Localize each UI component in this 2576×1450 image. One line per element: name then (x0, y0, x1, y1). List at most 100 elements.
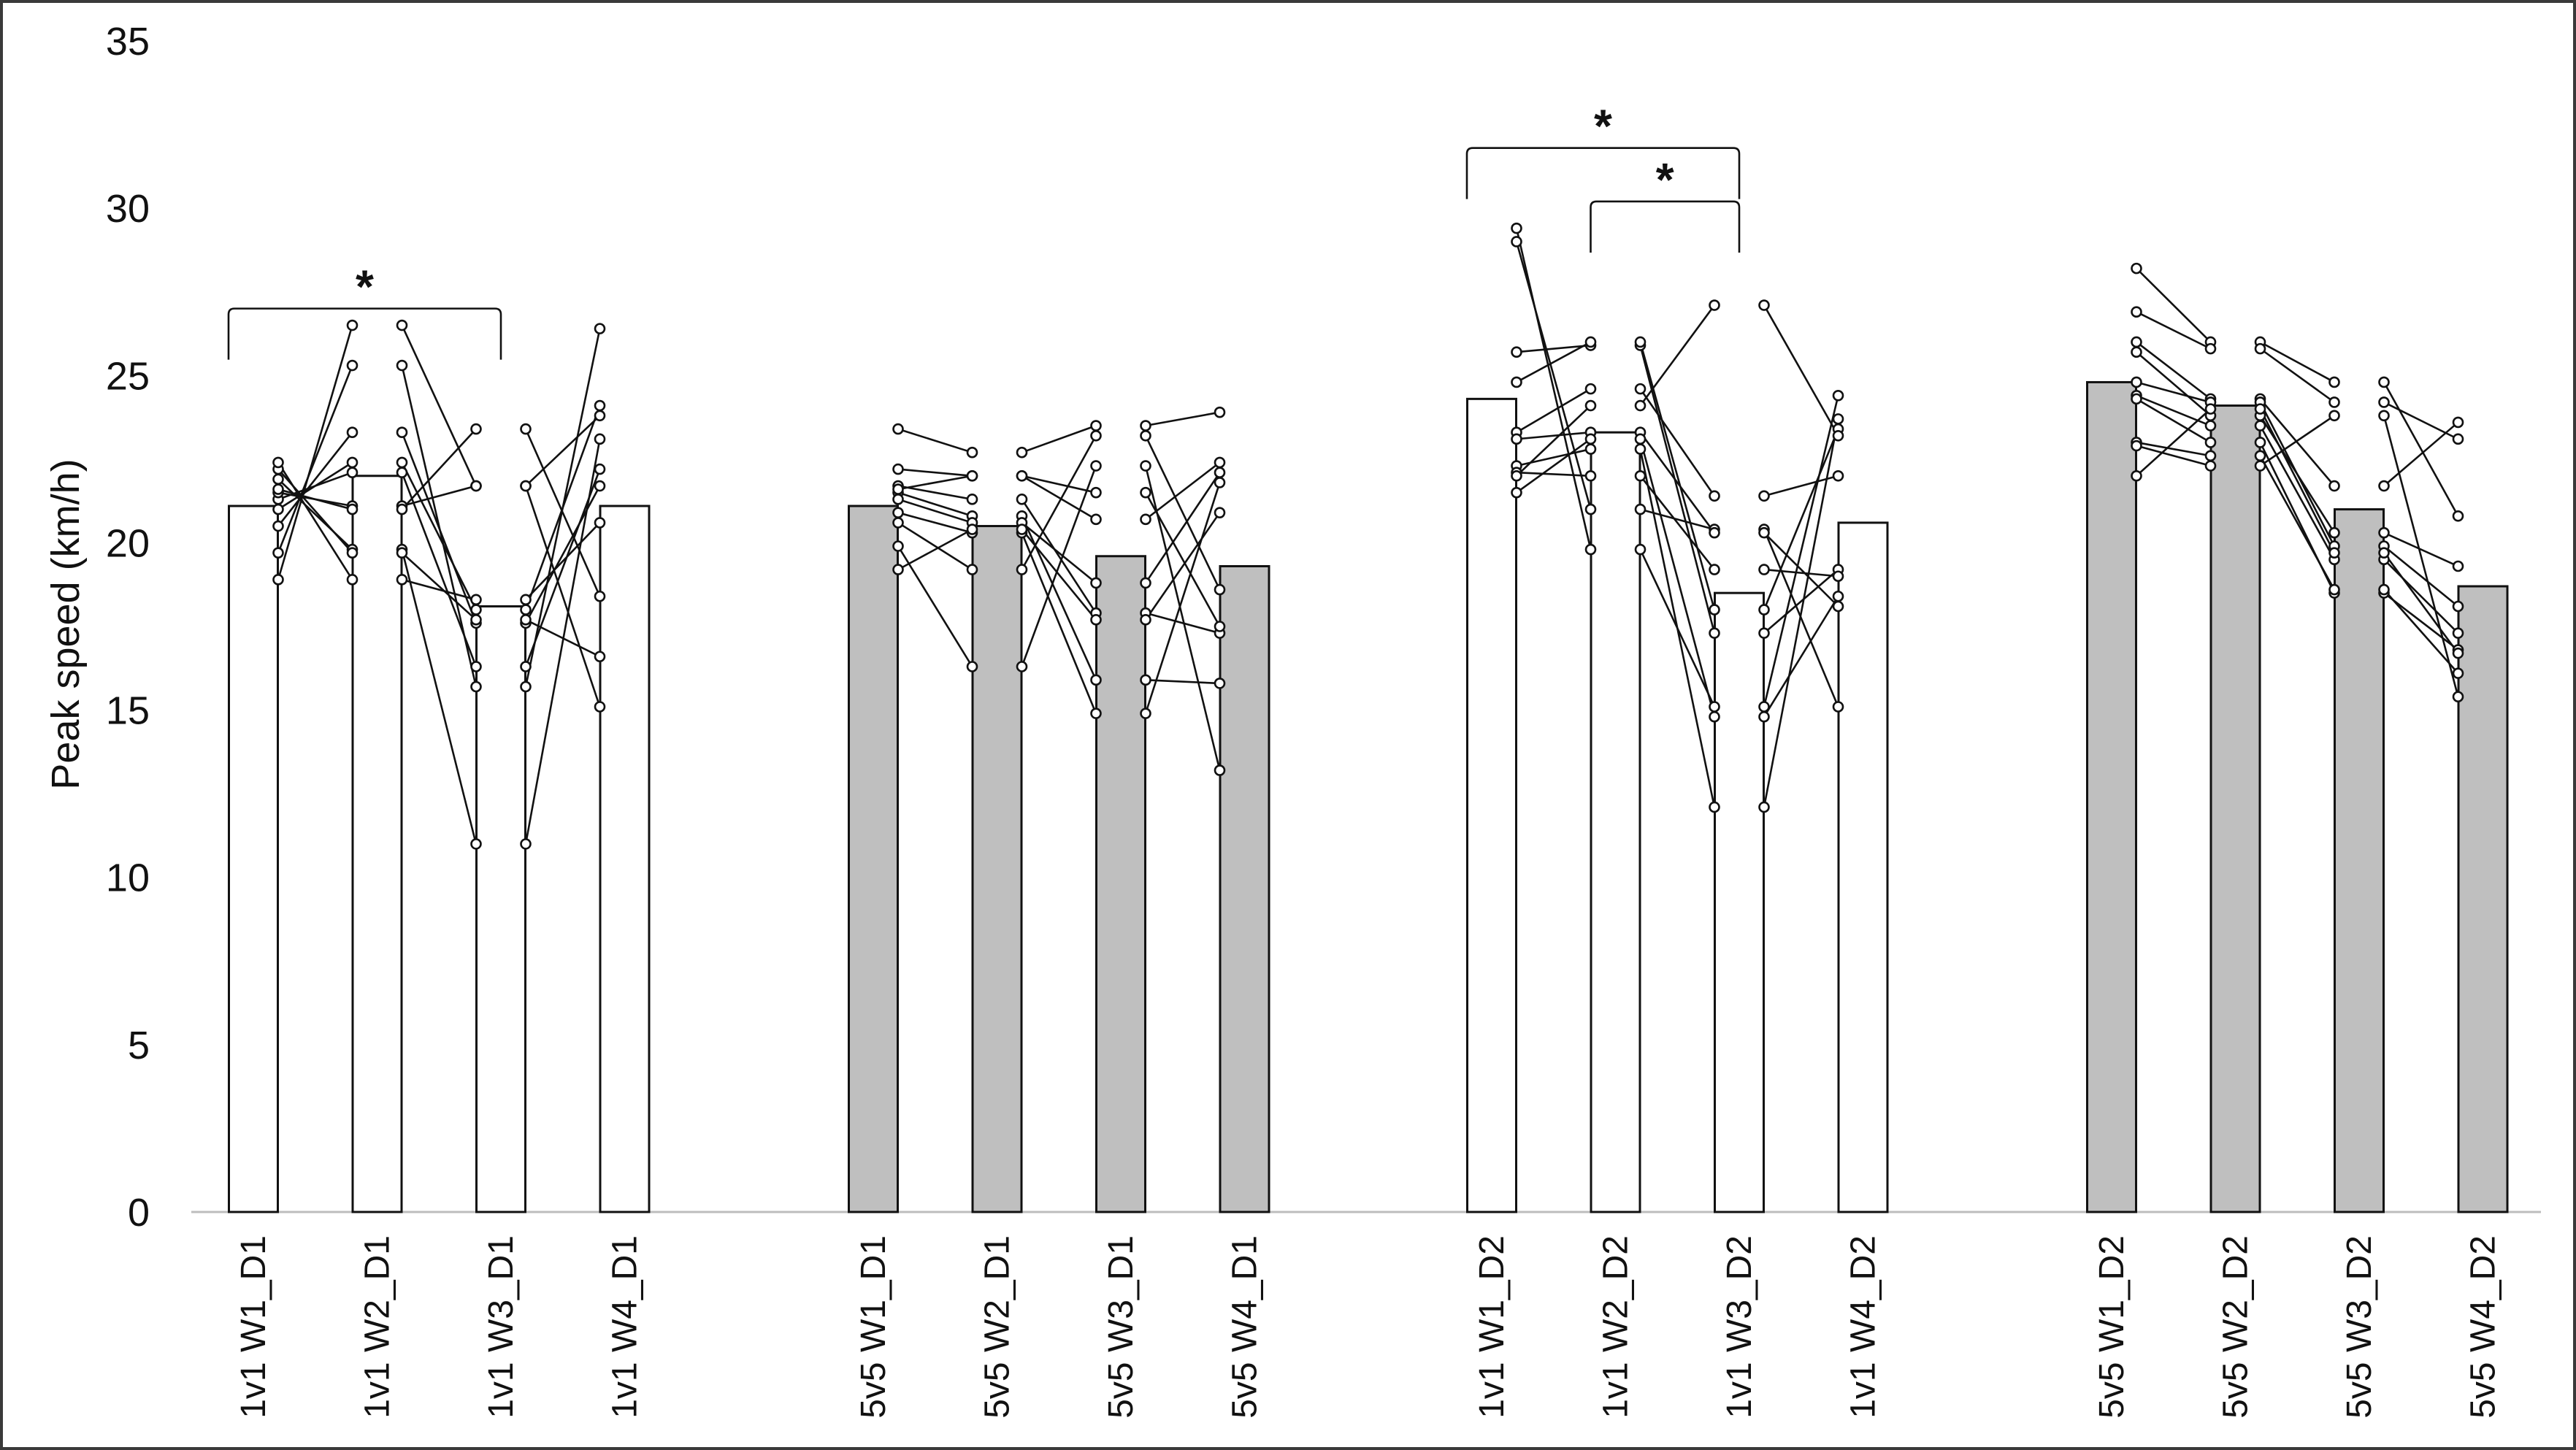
subject-line (2136, 408, 2212, 477)
subject-point (1758, 299, 1770, 311)
subject-line (277, 431, 353, 527)
subject-point (2131, 346, 2142, 358)
subject-line (1145, 411, 1220, 427)
subject-line (1145, 612, 1220, 634)
subject-point (1214, 456, 1226, 469)
subject-point (2452, 691, 2464, 703)
subject-point (1634, 543, 1647, 556)
subject-line (897, 428, 973, 453)
subject-point (2452, 627, 2464, 639)
subject-line (1639, 304, 1716, 407)
subject-point (1511, 433, 1522, 445)
subject-line (2259, 402, 2336, 547)
subject-point (594, 399, 606, 412)
subject-point (2204, 460, 2217, 472)
subject-line (1639, 475, 1716, 570)
subject-point (892, 494, 904, 505)
bar (2457, 585, 2509, 1213)
subject-line (277, 488, 353, 510)
subject-point (346, 359, 359, 372)
subject-point (1709, 801, 1720, 813)
subject-point (1758, 710, 1770, 723)
subject-line (1516, 341, 1592, 383)
subject-line (401, 431, 478, 624)
subject-point (1832, 413, 1844, 425)
subject-line (1516, 404, 1592, 477)
individual-points-layer (272, 222, 2464, 850)
subject-line (525, 522, 601, 601)
subject-point (520, 838, 532, 850)
subject-point (1511, 486, 1522, 499)
subject-point (2204, 437, 2217, 448)
subject-point (1140, 486, 1151, 499)
subject-point (2254, 437, 2266, 448)
subject-point (1584, 433, 1597, 445)
subject-point (1584, 543, 1597, 556)
subject-point (2204, 450, 2217, 462)
subject-line (1021, 475, 1097, 494)
subject-point (594, 701, 606, 713)
x-tick-label: 5v5 W2_D2 (2217, 1235, 2255, 1419)
subject-point (2204, 420, 2217, 431)
subject-point (396, 426, 408, 438)
subject-point (892, 517, 904, 529)
subject-point (1758, 564, 1770, 575)
subject-point (272, 473, 284, 486)
subject-point (2131, 306, 2142, 318)
subject-point (1832, 570, 1844, 583)
subject-point (1090, 486, 1102, 499)
subject-line (1516, 344, 1591, 353)
subject-point (1214, 477, 1226, 488)
subject-point (594, 590, 606, 602)
subject-point (470, 594, 482, 606)
subject-line (1515, 241, 1592, 510)
subject-line (2136, 445, 2211, 467)
subject-point (1832, 389, 1844, 402)
subject-point (272, 520, 284, 532)
subject-point (1016, 661, 1028, 672)
subject-line (897, 528, 973, 571)
subject-line (1763, 304, 1839, 437)
bar (2334, 508, 2385, 1213)
axis-layer: 0 5 10 15 20 25 30 35 1v1 W1_D1 1v1 W2_D1 1v1 W3_D… (106, 20, 2541, 1419)
subject-point (2328, 547, 2340, 559)
subject-point (2328, 480, 2340, 492)
subject-point (1758, 526, 1770, 539)
subject-line (2136, 311, 2212, 350)
subject-line (1144, 492, 1221, 627)
subject-line (402, 578, 477, 601)
subject-line (1763, 596, 1839, 718)
subject-point (396, 547, 408, 559)
subject-line (897, 485, 973, 501)
subject-line (897, 468, 973, 477)
subject-line (1145, 679, 1220, 685)
subject-line (401, 461, 478, 610)
x-tick-label: 1v1 W4_D1 (606, 1235, 645, 1419)
subject-line (277, 365, 353, 553)
y-tick-label: 25 (106, 354, 150, 398)
y-tick-label: 35 (106, 20, 150, 64)
subject-line (2136, 381, 2211, 404)
subject-point (1832, 701, 1844, 713)
x-tick-label: 1v1 W2_D1 (359, 1235, 397, 1419)
subject-line (525, 415, 601, 487)
subject-point (2254, 342, 2266, 355)
subject-point (1584, 469, 1597, 482)
subject-line (1144, 512, 1221, 621)
subject-point (346, 467, 359, 478)
subject-point (2131, 376, 2142, 388)
subject-line (2259, 425, 2336, 560)
subject-point (520, 594, 532, 606)
subject-line (401, 549, 478, 845)
subject-point (396, 467, 408, 478)
subject-point (1832, 590, 1844, 602)
subject-line (1021, 532, 1097, 714)
subject-line (1763, 418, 1839, 808)
subject-point (470, 480, 482, 492)
subject-point (1090, 460, 1102, 472)
subject-point (1758, 627, 1770, 639)
subject-point (346, 456, 359, 469)
subject-point (594, 410, 606, 422)
subject-line (1021, 475, 1097, 521)
subject-point (1709, 604, 1720, 615)
